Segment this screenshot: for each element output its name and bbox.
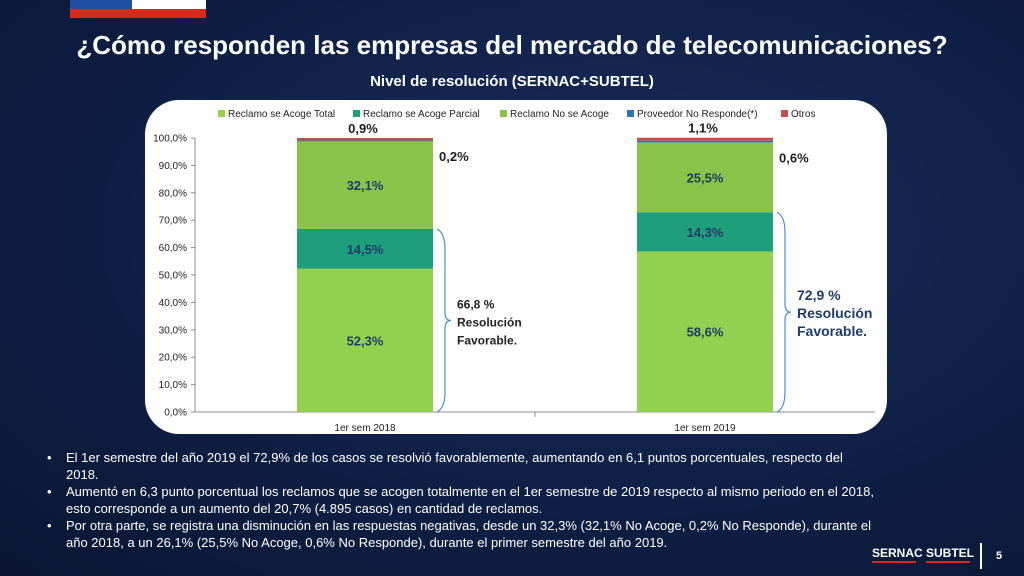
data-label: 1,1%	[688, 121, 718, 136]
bar-segment	[637, 212, 773, 252]
bar-segment	[297, 228, 433, 269]
y-tick-label: 0,0%	[164, 408, 187, 419]
y-tick-label: 20,0%	[159, 353, 187, 364]
bullet-list: • El 1er semestre del año 2019 el 72,9% d…	[45, 449, 875, 551]
legend-swatch	[218, 110, 225, 117]
y-tick-label: 10,0%	[159, 380, 187, 391]
y-tick-label: 100,0%	[153, 134, 187, 145]
y-tick-label: 50,0%	[159, 271, 187, 282]
y-tick-label: 90,0%	[159, 161, 187, 172]
legend-swatch	[353, 110, 360, 117]
chart-subtitle: Nivel de resolución (SERNAC+SUBTEL)	[370, 73, 654, 90]
data-label: 0,2%	[439, 149, 469, 164]
bar-segment	[297, 138, 433, 141]
annotation-text: Favorable.	[457, 333, 517, 347]
legend-swatch	[627, 110, 634, 117]
annotation-text: 72,9 %	[797, 287, 841, 303]
data-label: 58,6%	[687, 325, 724, 340]
bar-segment	[637, 142, 773, 213]
y-tick-label: 40,0%	[159, 298, 187, 309]
bracket	[776, 211, 792, 413]
bar-segment	[297, 141, 433, 229]
data-label: 32,1%	[347, 178, 384, 193]
page-number: 5	[996, 550, 1003, 562]
bullet-text: Por otra parte, se registra una disminuc…	[66, 518, 872, 550]
y-tick-label: 70,0%	[159, 216, 187, 227]
data-label: 52,3%	[347, 333, 384, 348]
legend-swatch	[781, 110, 788, 117]
annotation-text: Favorable.	[797, 323, 867, 339]
bar-segment	[637, 137, 773, 141]
annotation-text: Resolución	[797, 305, 872, 321]
legend-label: Otros	[791, 109, 815, 120]
x-tick-label: 1er sem 2019	[674, 423, 736, 434]
data-label: 14,3%	[687, 225, 724, 240]
annotation-text: 66,8 %	[457, 297, 495, 311]
data-label: 14,5%	[347, 242, 384, 257]
bar-segment	[297, 140, 433, 142]
page-title: ¿Cómo responden las empresas del mercado…	[76, 30, 948, 60]
footer-separator	[980, 543, 982, 569]
y-tick-label: 80,0%	[159, 188, 187, 199]
bracket	[436, 228, 452, 413]
bullet-text: El 1er semestre del año 2019 el 72,9% de…	[66, 450, 843, 482]
bullet-item: • Aumentó en 6,3 punto porcentual los rec…	[47, 484, 874, 516]
chile-flag-decoration	[70, 0, 206, 18]
bullet-item: • Por otra parte, se registra una disminu…	[47, 518, 872, 550]
sernac-logo: SERNAC	[872, 546, 923, 560]
x-tick-label: 1er sem 2018	[334, 423, 396, 434]
data-label: 0,6%	[779, 150, 809, 165]
bar-segment	[637, 140, 773, 143]
legend-label: Reclamo se Acoge Parcial	[363, 109, 480, 120]
y-tick-label: 30,0%	[159, 325, 187, 336]
legend-label: Reclamo se Acoge Total	[228, 109, 335, 120]
legend-label: Proveedor No Responde(*)	[637, 109, 758, 120]
bullet-item: • El 1er semestre del año 2019 el 72,9% d…	[47, 450, 843, 482]
subtel-logo: SUBTEL	[926, 546, 974, 560]
annotation-text: Resolución	[457, 315, 522, 329]
data-label: 25,5%	[687, 170, 724, 185]
legend-label: Reclamo No se Acoge	[510, 109, 609, 120]
bar-segment	[297, 268, 433, 412]
bullet-text: Aumentó en 6,3 punto porcentual los recl…	[66, 484, 874, 516]
y-tick-label: 60,0%	[159, 243, 187, 254]
legend-swatch	[500, 110, 507, 117]
bar-segment	[637, 251, 773, 412]
data-label: 0,9%	[348, 121, 378, 136]
